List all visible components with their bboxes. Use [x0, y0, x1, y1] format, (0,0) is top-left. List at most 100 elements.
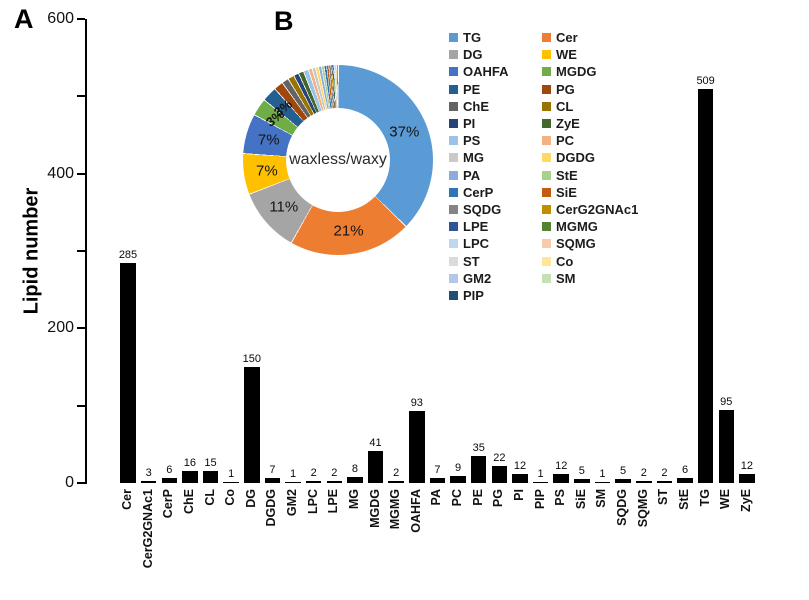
x-axis-category-label: DG — [243, 489, 258, 508]
legend-item: StE — [542, 169, 578, 182]
bar — [553, 473, 569, 483]
bar — [182, 470, 198, 483]
x-axis-category-label: CL — [202, 489, 217, 506]
donut-percent-label: 7% — [256, 162, 278, 180]
bar-value-label: 12 — [740, 459, 754, 472]
legend-item: OAHFA — [449, 65, 509, 78]
bar — [326, 481, 343, 483]
bar-value-label: 1 — [289, 468, 297, 480]
x-axis-category-label: PC — [450, 489, 465, 507]
bar-value-label: 6 — [166, 464, 173, 477]
legend-label: PG — [556, 81, 575, 97]
y-axis-tick — [77, 482, 85, 484]
bar — [739, 473, 755, 483]
legend-swatch — [449, 239, 458, 249]
bar-value-label: 95 — [720, 395, 733, 408]
bar-value-label: 1 — [228, 468, 235, 480]
bar — [512, 473, 528, 483]
y-axis-line — [85, 19, 87, 484]
bar-value-label: 9 — [455, 462, 462, 475]
x-axis-category-label: GM2 — [285, 489, 300, 517]
legend-item: SiE — [542, 186, 577, 199]
legend-swatch — [542, 239, 551, 249]
bar-value-label: 2 — [310, 467, 317, 480]
bar-value-label: 5 — [578, 465, 585, 478]
bar-value-label: 1 — [599, 468, 606, 480]
legend-label: OAHFA — [463, 64, 509, 80]
legend-swatch — [449, 101, 458, 111]
bar-value-label: 1 — [537, 468, 544, 480]
bar-value-label: 93 — [410, 397, 423, 410]
legend-label: SQDG — [463, 202, 502, 217]
legend-label: ChE — [463, 98, 489, 114]
bar-value-label: 150 — [242, 353, 261, 365]
bar-value-label: 16 — [183, 456, 196, 469]
bar-value-label: 8 — [351, 462, 358, 475]
bar — [388, 481, 404, 483]
legend-label: Cer — [556, 30, 578, 45]
legend-label: CerP — [463, 184, 494, 200]
legend-item: ChE — [449, 100, 489, 113]
x-axis-category-label: ChE — [181, 489, 196, 514]
panel-a-label: A — [14, 4, 34, 34]
legend-swatch — [542, 84, 551, 94]
x-axis-category-label: TG — [697, 489, 712, 507]
x-axis-category-label: PS — [553, 489, 568, 506]
legend-swatch — [542, 170, 551, 180]
legend-label: PI — [463, 116, 476, 131]
legend-swatch — [449, 256, 458, 266]
legend-swatch — [449, 153, 458, 163]
legend-swatch — [542, 222, 551, 232]
x-axis-category-label: PI — [511, 489, 526, 501]
y-axis-minor-tick — [77, 250, 85, 252]
legend-label: StE — [556, 167, 578, 183]
bar — [450, 476, 466, 483]
legend-item: Co — [542, 255, 573, 268]
legend-item: TG — [449, 31, 481, 44]
legend-swatch — [449, 33, 458, 42]
x-axis-category-label: MG — [346, 489, 361, 510]
donut-percent-label: 7% — [257, 131, 280, 149]
bar — [202, 471, 219, 483]
legend-swatch — [449, 136, 458, 146]
donut-percent-label: 37% — [389, 123, 420, 141]
bar — [223, 482, 239, 483]
legend-swatch — [449, 50, 458, 60]
legend-swatch — [449, 84, 458, 94]
legend-item: PC — [542, 134, 574, 147]
legend-item: PE — [449, 83, 480, 96]
y-axis-tick — [77, 172, 85, 175]
x-axis-category-label: CerG2GNAc1 — [140, 489, 155, 569]
legend-label: TG — [463, 30, 482, 45]
legend-item: LPE — [449, 220, 488, 233]
bar — [636, 481, 652, 483]
bar-value-label: 35 — [472, 441, 485, 454]
x-axis-category-label: OAHFA — [408, 489, 423, 533]
y-axis-title: Lipid number — [20, 187, 43, 315]
legend-item: Cer — [542, 31, 578, 44]
bar — [161, 478, 177, 483]
y-axis-minor-tick — [77, 95, 85, 98]
legend-label: SQMG — [556, 236, 596, 252]
bar-value-label: 2 — [393, 467, 400, 480]
legend-label: PS — [463, 133, 481, 149]
bar-value-label: 2 — [331, 467, 338, 480]
panel-b-label: B — [274, 6, 294, 36]
x-axis-category-label: ST — [656, 489, 671, 505]
legend-swatch — [542, 205, 551, 214]
legend-item: LPC — [449, 237, 489, 250]
legend-label: Co — [556, 253, 574, 269]
legend-swatch — [449, 222, 458, 232]
y-axis-tick-label: 400 — [47, 164, 74, 182]
bar — [120, 262, 136, 483]
bar-value-label: 6 — [681, 464, 689, 477]
legend-swatch — [542, 256, 551, 266]
legend-label: PE — [463, 81, 481, 97]
x-axis-category-label: Co — [223, 489, 238, 506]
bar — [677, 478, 693, 483]
legend-label: ZyE — [556, 116, 580, 131]
legend-swatch — [542, 50, 551, 60]
legend-label: SM — [556, 270, 576, 286]
x-axis-category-label: Cer — [120, 489, 134, 510]
